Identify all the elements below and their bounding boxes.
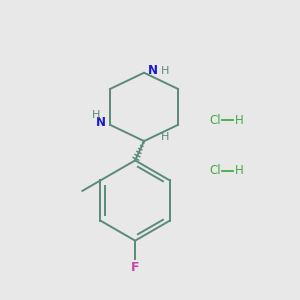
Text: Cl: Cl: [209, 114, 221, 127]
Text: H: H: [235, 164, 244, 177]
Text: H: H: [92, 110, 100, 120]
Text: H: H: [160, 132, 169, 142]
Text: F: F: [131, 262, 140, 275]
Text: N: N: [96, 116, 106, 130]
Text: N: N: [148, 64, 158, 77]
Text: Cl: Cl: [209, 164, 221, 177]
Text: H: H: [160, 66, 169, 76]
Text: H: H: [235, 114, 244, 127]
